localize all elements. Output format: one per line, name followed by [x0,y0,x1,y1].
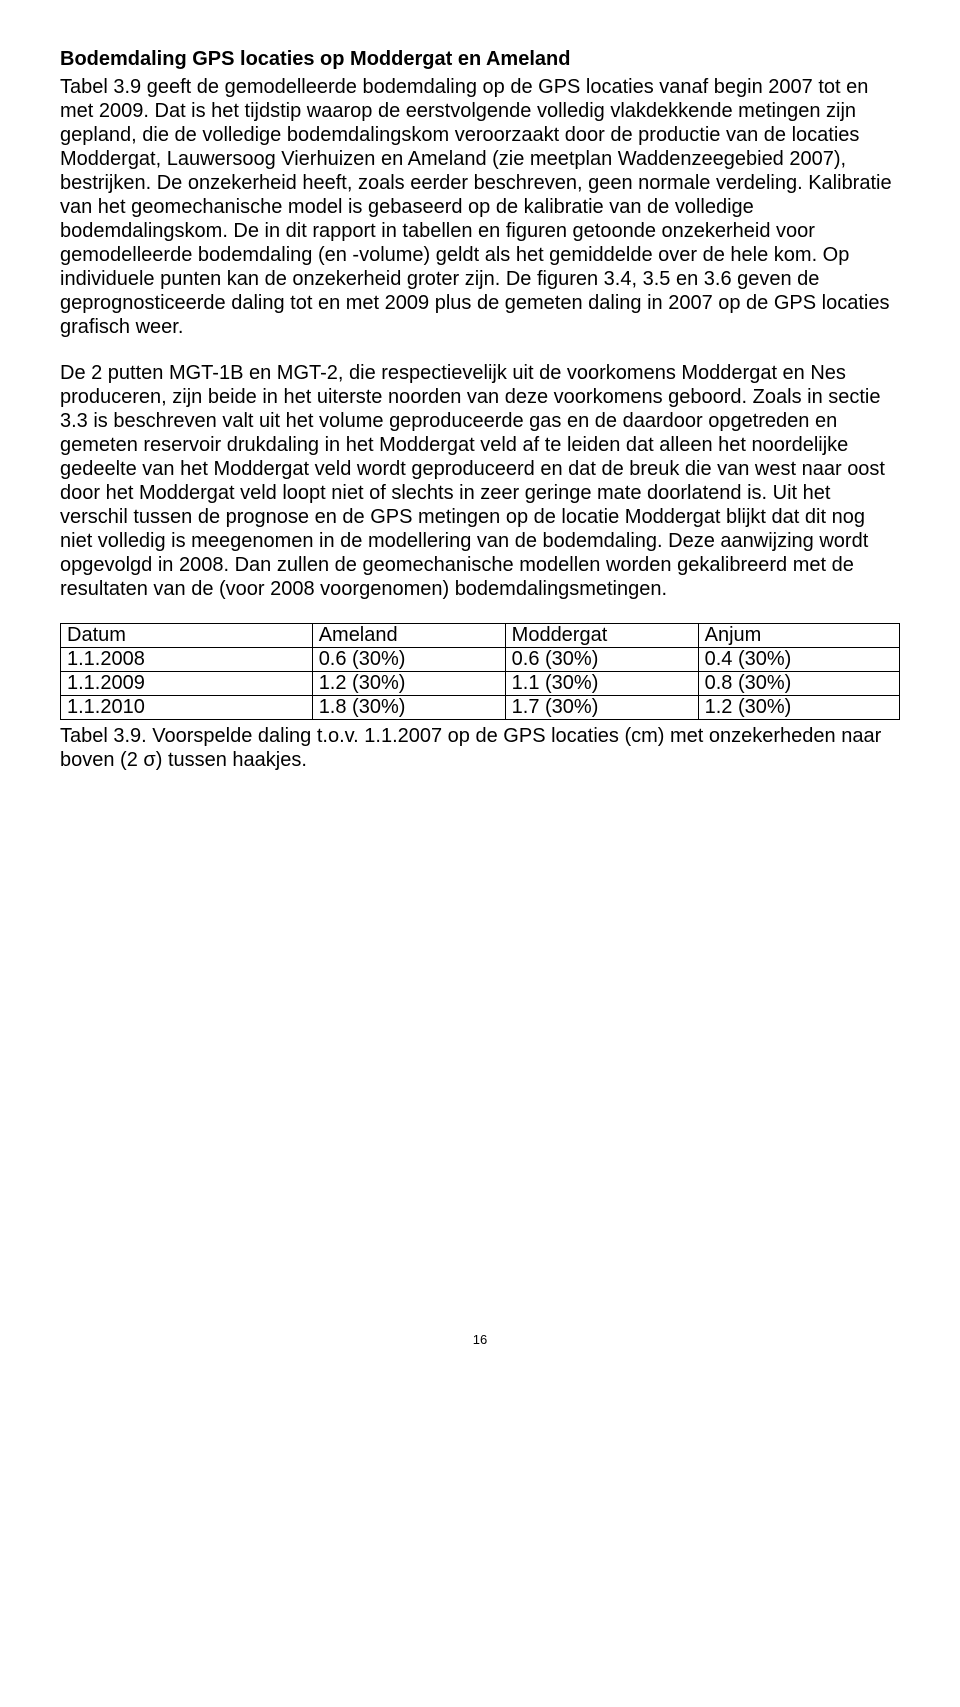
table-cell: 1.1.2009 [61,672,313,696]
section-title: Bodemdaling GPS locaties op Moddergat en… [60,48,900,71]
table-header-cell: Ameland [312,624,505,648]
paragraph-2: De 2 putten MGT-1B en MGT-2, die respect… [60,361,900,601]
table-row: 1.1.2008 0.6 (30%) 0.6 (30%) 0.4 (30%) [61,648,900,672]
table-cell: 0.6 (30%) [505,648,698,672]
table-cell: 1.2 (30%) [698,696,899,720]
table-cell: 1.7 (30%) [505,696,698,720]
table-header-cell: Anjum [698,624,899,648]
table-row: 1.1.2009 1.2 (30%) 1.1 (30%) 0.8 (30%) [61,672,900,696]
table-cell: 1.1.2008 [61,648,313,672]
table-cell: 1.1 (30%) [505,672,698,696]
paragraph-1: Tabel 3.9 geeft de gemodelleerde bodemda… [60,75,900,339]
table-cell: 0.4 (30%) [698,648,899,672]
table-header-row: Datum Ameland Moddergat Anjum [61,624,900,648]
table-cell: 0.6 (30%) [312,648,505,672]
page-number: 16 [60,1332,900,1347]
table-cell: 1.2 (30%) [312,672,505,696]
table-cell: 0.8 (30%) [698,672,899,696]
table-caption: Tabel 3.9. Voorspelde daling t.o.v. 1.1.… [60,724,900,772]
data-table: Datum Ameland Moddergat Anjum 1.1.2008 0… [60,623,900,720]
table-cell: 1.8 (30%) [312,696,505,720]
table-cell: 1.1.2010 [61,696,313,720]
table-row: 1.1.2010 1.8 (30%) 1.7 (30%) 1.2 (30%) [61,696,900,720]
table-header-cell: Moddergat [505,624,698,648]
table-header-cell: Datum [61,624,313,648]
